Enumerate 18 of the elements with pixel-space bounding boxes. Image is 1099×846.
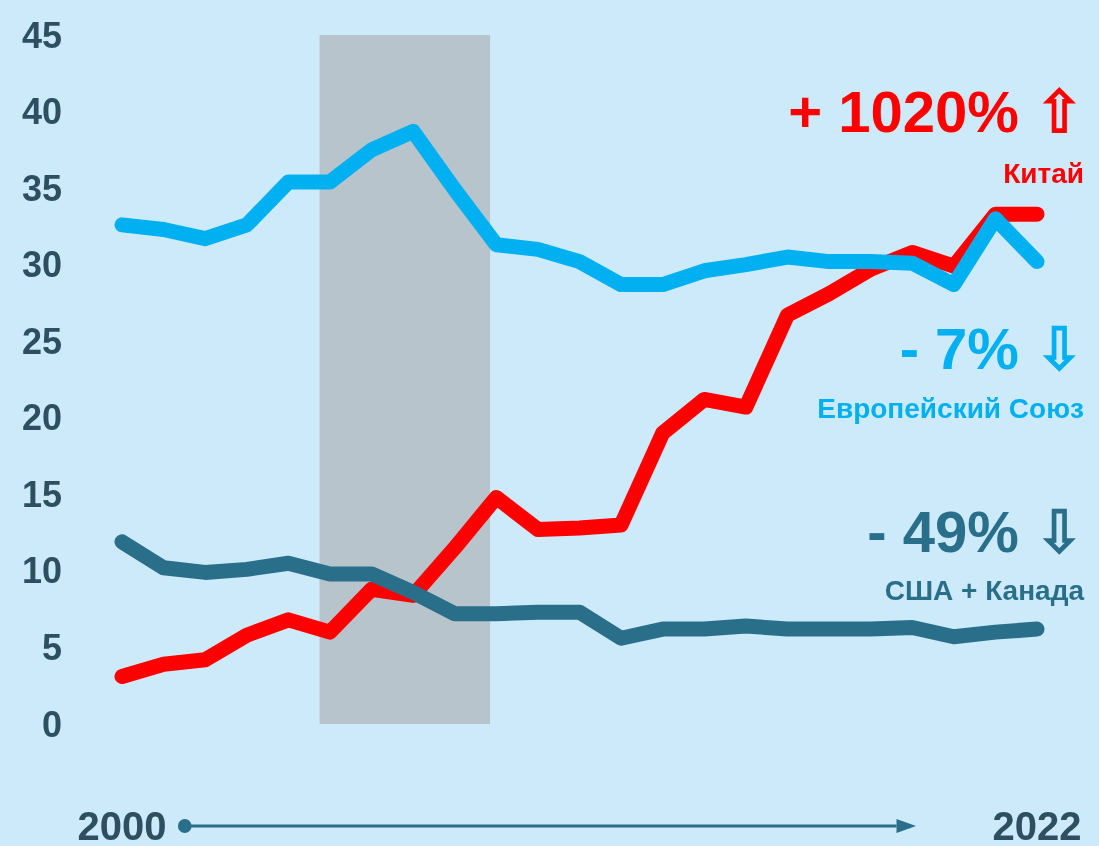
y-tick-label: 40 [21,91,62,133]
y-tick-label: 0 [41,703,62,745]
annotation: - 49% ⇩ [867,498,1085,564]
series-label: США + Канада [884,574,1085,606]
text: Европейский Союз [817,392,1085,424]
annotation: - 7% ⇩ [899,315,1084,381]
y-tick-label: 15 [21,473,62,515]
y-tick-label: 25 [21,320,62,362]
y-tick-label: 5 [41,626,62,668]
y-tick-label: 45 [21,14,62,56]
annotation: + 1020% ⇧ [788,78,1084,144]
x-tick-label: 2022 [992,804,1082,846]
y-tick-label: 35 [21,167,62,209]
x-tick-label: 2000 [77,804,167,846]
y-tick-label: 20 [21,397,62,439]
series-label: Китай [1003,157,1085,189]
y-tick-label: 10 [21,550,62,592]
y-tick-label: 30 [21,244,62,286]
